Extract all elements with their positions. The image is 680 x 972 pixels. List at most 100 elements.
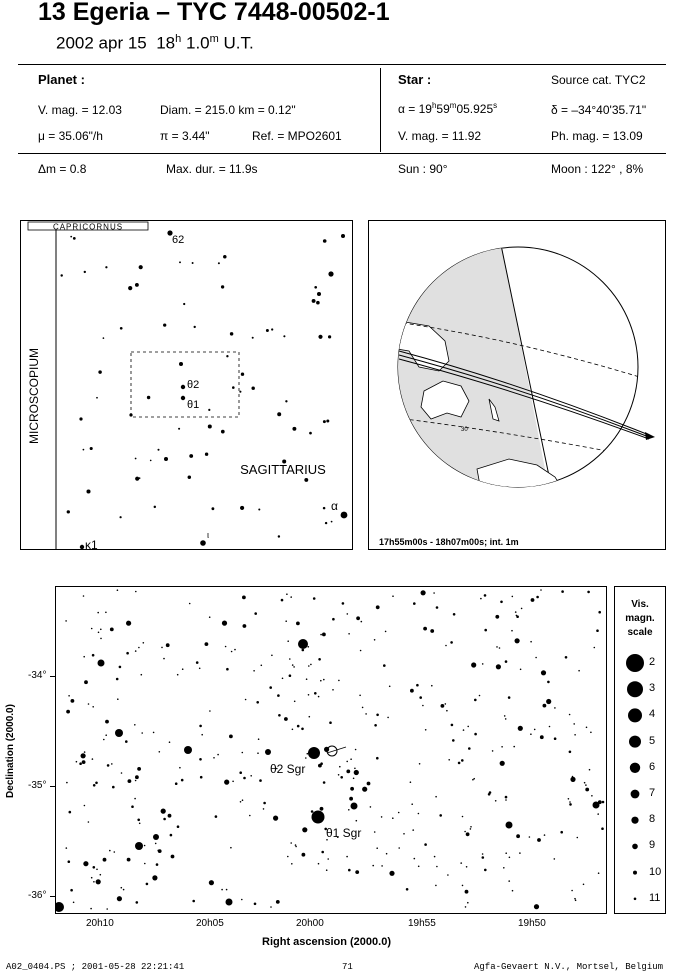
detail-star <box>66 709 70 714</box>
y-axis-label: Declination (2000.0) <box>5 704 16 798</box>
finder-star <box>128 286 133 291</box>
page-title: 13 Egeria – TYC 7448-00502-1 <box>38 0 390 26</box>
detail-star <box>115 729 123 737</box>
finder-star <box>86 489 91 494</box>
scale-dot <box>627 681 643 698</box>
event-minute: 1.0 <box>185 33 210 53</box>
ytick-mark <box>50 676 55 677</box>
detail-star-field <box>56 589 605 912</box>
finder-star <box>163 323 167 327</box>
latitude-label-30: 30 <box>461 427 468 433</box>
max-duration: Max. dur. = 11.9s <box>166 162 258 176</box>
globe-chart: 30 17h55m00s - 18h07m00s; int. 1m <box>368 220 666 550</box>
detail-star <box>495 614 500 619</box>
detail-star <box>83 861 89 867</box>
finder-star <box>324 521 328 525</box>
detail-star <box>570 776 576 782</box>
finder-star <box>134 282 139 287</box>
star-label-kappa1: κ1 <box>85 538 98 549</box>
detail-star <box>568 750 572 754</box>
detail-star <box>68 810 72 814</box>
finder-star <box>285 400 288 403</box>
detail-star <box>554 707 556 709</box>
finder-star <box>207 424 212 429</box>
detail-star <box>468 747 471 750</box>
detail-star <box>398 847 401 849</box>
detail-star <box>100 637 102 640</box>
detail-star <box>137 818 140 822</box>
detail-star <box>546 698 552 705</box>
detail-star <box>374 724 377 727</box>
detail-star <box>359 649 362 652</box>
finder-star <box>129 413 133 417</box>
scale-dot <box>630 789 640 799</box>
detail-star <box>184 746 192 754</box>
detail-star <box>253 670 255 672</box>
detail-star <box>221 888 223 891</box>
detail-star <box>547 680 550 684</box>
detail-star <box>97 659 105 667</box>
detail-star <box>204 642 209 646</box>
detail-star <box>564 656 568 659</box>
detail-star <box>373 831 376 833</box>
detail-star <box>503 715 506 717</box>
detail-star <box>229 734 233 739</box>
detail-star <box>380 816 383 818</box>
detail-star <box>225 898 233 906</box>
detail-star <box>95 781 98 785</box>
constellation-capricornus: CAPRICORNUS <box>53 223 123 232</box>
scale-label: 6 <box>649 760 656 773</box>
detail-star <box>376 713 379 717</box>
detail-star <box>332 689 334 691</box>
detail-star <box>230 650 233 653</box>
detail-star <box>83 804 86 807</box>
detail-star <box>452 739 455 742</box>
detail-star <box>192 899 195 903</box>
path-direction-arrow <box>645 432 655 440</box>
detail-star <box>79 762 82 765</box>
detail-star <box>75 760 78 763</box>
detail-star <box>452 613 456 616</box>
detail-star <box>314 692 317 695</box>
detail-star <box>138 822 141 825</box>
detail-star <box>105 611 107 614</box>
finder-star <box>146 395 151 400</box>
detail-chart: θ2 Sgr θ1 Sgr <box>55 586 607 914</box>
detail-star <box>155 863 159 866</box>
finder-star <box>191 262 194 264</box>
detail-star <box>505 852 508 854</box>
detail-star <box>198 667 201 670</box>
finder-star <box>70 235 73 238</box>
detail-star <box>355 870 360 874</box>
detail-star <box>601 827 604 830</box>
detail-star <box>472 778 474 781</box>
detail-star <box>598 610 601 614</box>
moon-info: Moon : 122° , 8% <box>551 162 644 176</box>
detail-star <box>411 803 414 805</box>
finder-star <box>149 459 152 462</box>
finder-star <box>220 429 225 434</box>
detail-star <box>298 639 308 649</box>
detail-star <box>120 886 123 889</box>
detail-star <box>516 834 520 839</box>
star-label-iota: ι <box>207 530 209 540</box>
xtick-label: 19h55 <box>408 918 436 929</box>
detail-star <box>113 851 116 853</box>
detail-star <box>170 854 175 859</box>
detail-star <box>585 726 588 729</box>
detail-star <box>322 781 326 784</box>
detail-star <box>350 758 352 760</box>
detail-star <box>574 897 576 900</box>
finder-star <box>277 535 281 538</box>
delta-magnitude: Δm = 0.8 <box>38 162 87 176</box>
detail-star <box>332 617 335 621</box>
detail-star <box>259 779 262 782</box>
detail-star <box>571 889 573 892</box>
detail-star <box>465 866 468 868</box>
finder-star <box>105 266 108 269</box>
finder-star <box>311 298 316 303</box>
detail-star <box>405 888 409 891</box>
detail-star <box>461 884 464 887</box>
star-label-62: 62 <box>172 234 184 246</box>
detail-star <box>294 844 297 846</box>
